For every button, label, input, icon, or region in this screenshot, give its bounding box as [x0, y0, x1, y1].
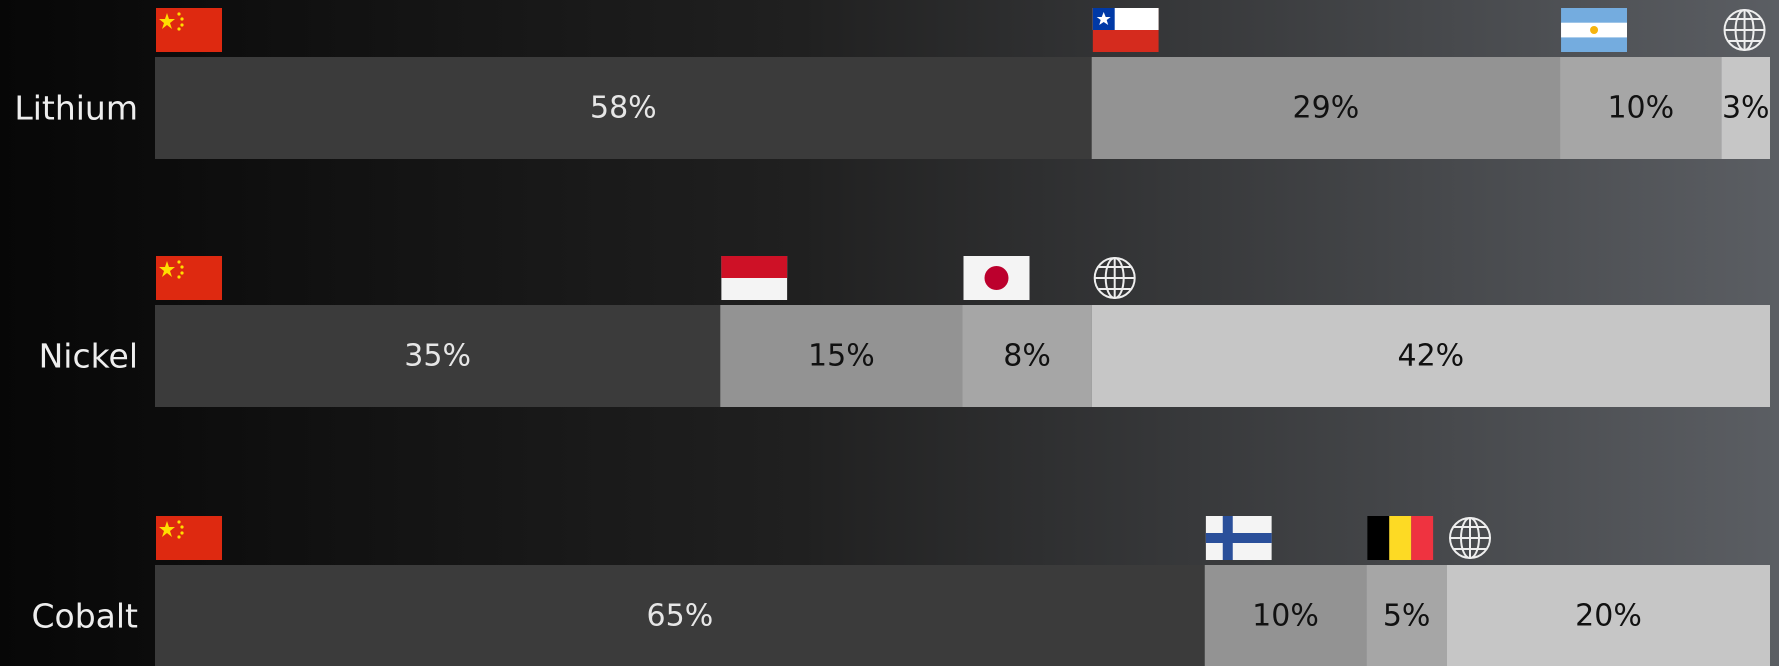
- value-label: 10%: [1252, 599, 1319, 634]
- bar-segment: [1560, 57, 1722, 159]
- flag: [156, 8, 222, 52]
- value-label: 20%: [1575, 599, 1642, 634]
- flag: [156, 516, 222, 560]
- bar-segment: [155, 305, 721, 407]
- flag: [721, 256, 788, 300]
- value-label: 10%: [1607, 91, 1674, 126]
- bar-segment: [1366, 565, 1447, 667]
- bar-segment: [1447, 565, 1770, 667]
- flag: [156, 256, 222, 300]
- flag: [1092, 8, 1159, 52]
- bar-segment: [1091, 57, 1561, 159]
- value-label: 35%: [404, 339, 471, 374]
- flag: [1367, 516, 1434, 560]
- value-label: 65%: [647, 599, 714, 634]
- bar-segment: [962, 305, 1092, 407]
- value-label: 15%: [808, 339, 875, 374]
- value-label: 29%: [1293, 91, 1360, 126]
- value-label: 5%: [1383, 599, 1431, 634]
- value-label: 8%: [1003, 339, 1051, 374]
- flag: [1561, 8, 1628, 52]
- category-label: Nickel: [39, 337, 138, 376]
- value-label: 3%: [1722, 91, 1770, 126]
- globe-icon: [1449, 517, 1491, 559]
- bar-segment: [1204, 565, 1367, 667]
- category-label: Lithium: [14, 89, 138, 128]
- value-label: 58%: [590, 91, 657, 126]
- value-label: 42%: [1398, 339, 1465, 374]
- bar-segment: [1721, 57, 1770, 159]
- bar-segment: [720, 305, 963, 407]
- globe-icon: [1723, 9, 1766, 51]
- bar-segment: [1091, 305, 1770, 407]
- flag: [963, 256, 1030, 300]
- category-label: Cobalt: [31, 597, 138, 636]
- bar-segment: [155, 57, 1092, 159]
- bar-segment: [155, 565, 1205, 667]
- globe-icon: [1093, 257, 1136, 299]
- flag: [1205, 516, 1272, 560]
